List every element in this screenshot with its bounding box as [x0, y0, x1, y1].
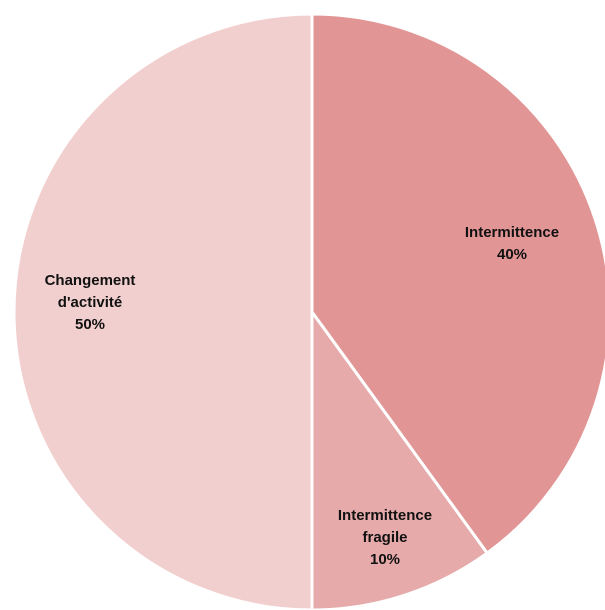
slice-label-line: 50%: [75, 316, 105, 333]
slice-label-1: Intermittence 40%: [465, 224, 559, 263]
slice-label-3: Changement d'activité 50%: [45, 272, 136, 333]
slice-label-line: Intermittence: [465, 224, 559, 241]
slice-label-line: d'activité: [58, 294, 122, 311]
slice-label-line: Intermittence: [338, 507, 432, 524]
pie-slice-changement-d-activit: [12, 12, 314, 610]
slice-label-line: 40%: [497, 246, 527, 263]
slice-label-line: fragile: [362, 529, 407, 546]
pie-slices: [12, 12, 605, 610]
pie-labels: Intermittence 40% Intermittence fragile 10% C…: [45, 224, 560, 568]
slice-label-line: 10%: [370, 551, 400, 568]
pie-slice-intermittence: [310, 12, 605, 556]
slice-label-2: Intermittence fragile 10%: [338, 507, 432, 568]
slice-label-line: Changement: [45, 272, 136, 289]
